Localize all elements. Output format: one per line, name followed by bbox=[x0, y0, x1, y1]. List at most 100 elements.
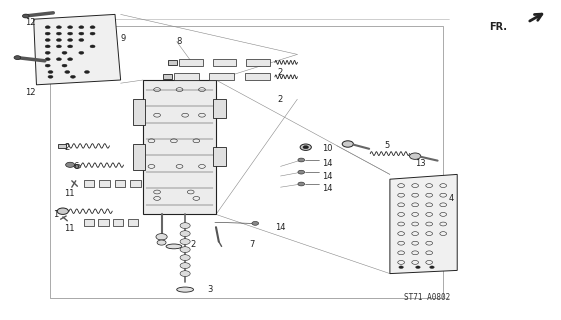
Circle shape bbox=[79, 26, 84, 29]
Circle shape bbox=[57, 32, 62, 35]
Bar bbox=[133, 144, 145, 170]
Circle shape bbox=[180, 223, 190, 228]
Text: 14: 14 bbox=[323, 172, 333, 180]
Bar bbox=[50, 26, 443, 298]
Circle shape bbox=[180, 255, 190, 260]
Bar bbox=[133, 99, 145, 125]
Circle shape bbox=[57, 39, 62, 42]
Bar bbox=[99, 180, 110, 187]
Text: ST71 A0802: ST71 A0802 bbox=[404, 293, 450, 302]
Circle shape bbox=[298, 170, 305, 174]
Bar bbox=[213, 99, 226, 118]
Circle shape bbox=[180, 239, 190, 244]
Text: 2: 2 bbox=[65, 143, 70, 152]
Circle shape bbox=[157, 240, 166, 245]
Bar bbox=[130, 180, 141, 187]
Circle shape bbox=[45, 45, 50, 48]
Text: 2: 2 bbox=[278, 95, 283, 104]
Text: 5: 5 bbox=[384, 141, 389, 150]
Bar bbox=[245, 73, 269, 80]
Circle shape bbox=[84, 71, 90, 74]
Text: 3: 3 bbox=[208, 285, 213, 294]
Text: 4: 4 bbox=[449, 194, 454, 203]
Circle shape bbox=[57, 58, 62, 61]
Circle shape bbox=[298, 158, 305, 162]
Circle shape bbox=[90, 26, 95, 29]
Circle shape bbox=[79, 39, 84, 42]
Circle shape bbox=[48, 76, 53, 78]
Circle shape bbox=[68, 26, 73, 29]
Bar bbox=[113, 219, 123, 226]
Text: 11: 11 bbox=[65, 224, 75, 233]
Circle shape bbox=[14, 56, 21, 60]
Bar bbox=[246, 59, 270, 66]
Circle shape bbox=[68, 39, 73, 42]
Circle shape bbox=[45, 64, 50, 67]
Polygon shape bbox=[34, 14, 121, 85]
Circle shape bbox=[45, 26, 50, 29]
Bar bbox=[213, 147, 226, 166]
Circle shape bbox=[57, 26, 62, 29]
Circle shape bbox=[300, 144, 311, 150]
Bar bbox=[84, 219, 94, 226]
Circle shape bbox=[68, 58, 73, 61]
Bar bbox=[84, 180, 94, 187]
Circle shape bbox=[410, 153, 421, 159]
Circle shape bbox=[180, 271, 190, 276]
Circle shape bbox=[342, 141, 353, 147]
Text: 6: 6 bbox=[73, 162, 79, 171]
Polygon shape bbox=[390, 174, 457, 274]
Circle shape bbox=[156, 234, 167, 240]
Circle shape bbox=[71, 76, 76, 78]
Circle shape bbox=[399, 266, 403, 268]
Circle shape bbox=[430, 266, 434, 268]
Text: 8: 8 bbox=[177, 37, 182, 46]
Text: 14: 14 bbox=[323, 184, 333, 193]
Bar bbox=[128, 219, 138, 226]
Circle shape bbox=[298, 182, 305, 186]
Bar bbox=[174, 73, 199, 80]
Bar bbox=[98, 219, 109, 226]
Bar bbox=[114, 180, 125, 187]
Bar bbox=[143, 80, 216, 214]
Circle shape bbox=[45, 39, 50, 42]
Circle shape bbox=[62, 64, 67, 67]
Ellipse shape bbox=[166, 244, 182, 249]
Circle shape bbox=[74, 164, 81, 168]
Text: 12: 12 bbox=[25, 88, 36, 97]
Text: 10: 10 bbox=[323, 144, 333, 153]
Text: 1: 1 bbox=[53, 210, 58, 219]
Circle shape bbox=[66, 162, 75, 167]
Circle shape bbox=[45, 52, 50, 54]
Circle shape bbox=[90, 32, 95, 35]
Circle shape bbox=[57, 208, 68, 214]
Circle shape bbox=[303, 146, 309, 149]
Circle shape bbox=[57, 45, 62, 48]
Circle shape bbox=[180, 263, 190, 268]
Circle shape bbox=[48, 71, 53, 74]
Bar bbox=[209, 73, 234, 80]
Circle shape bbox=[252, 221, 259, 225]
Bar bbox=[213, 59, 236, 66]
Bar bbox=[179, 59, 203, 66]
Text: 2: 2 bbox=[191, 240, 196, 249]
Circle shape bbox=[90, 45, 95, 48]
Circle shape bbox=[62, 52, 67, 54]
Circle shape bbox=[22, 14, 29, 18]
Circle shape bbox=[180, 231, 190, 236]
Ellipse shape bbox=[177, 287, 194, 292]
Bar bbox=[163, 74, 172, 79]
Text: 11: 11 bbox=[65, 189, 75, 198]
Text: 9: 9 bbox=[121, 34, 126, 43]
Text: 12: 12 bbox=[25, 18, 36, 27]
Circle shape bbox=[68, 32, 73, 35]
Circle shape bbox=[416, 266, 420, 268]
Text: FR.: FR. bbox=[489, 22, 507, 32]
Bar bbox=[168, 60, 177, 65]
Circle shape bbox=[65, 71, 70, 74]
Text: 7: 7 bbox=[250, 240, 255, 249]
Circle shape bbox=[45, 32, 50, 35]
Circle shape bbox=[180, 247, 190, 252]
Text: 2: 2 bbox=[278, 68, 283, 76]
Text: 14: 14 bbox=[275, 223, 286, 232]
